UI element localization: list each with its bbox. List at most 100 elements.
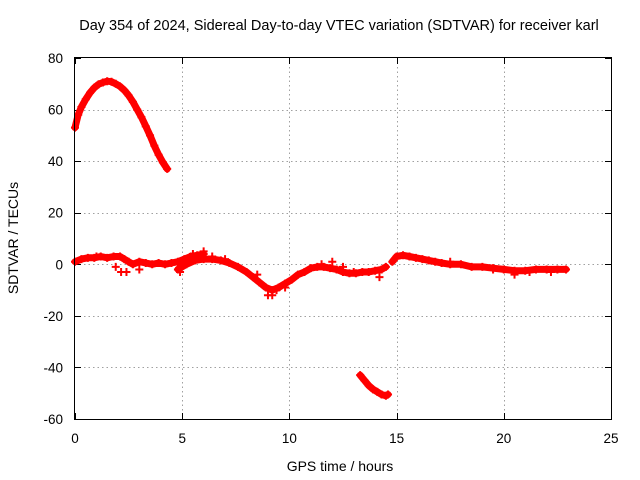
- data-point: [467, 262, 476, 271]
- data-point: [135, 257, 144, 266]
- data-point: [418, 255, 427, 264]
- data-point: [141, 122, 150, 131]
- y-tick-label: 60: [48, 103, 63, 118]
- data-point: [116, 252, 125, 261]
- data-point: [150, 141, 159, 150]
- data-point: [375, 273, 384, 282]
- data-point: [154, 150, 163, 159]
- data-point: [561, 265, 570, 274]
- data-point: [176, 268, 185, 277]
- data-point: [248, 273, 257, 282]
- data-point: [221, 255, 230, 264]
- data-point: [135, 265, 144, 274]
- data-point: [253, 270, 262, 279]
- data-point: [478, 262, 487, 271]
- y-tick-label: -20: [43, 309, 63, 324]
- data-point: [261, 283, 270, 292]
- data-point: [392, 252, 401, 261]
- data-point: [360, 376, 369, 385]
- data-point: [128, 260, 137, 269]
- data-point: [268, 291, 277, 300]
- data-point: [225, 258, 234, 267]
- data-point: [216, 256, 225, 265]
- data-point: [373, 387, 382, 396]
- data-point: [208, 252, 217, 261]
- data-point: [167, 258, 176, 267]
- data-point: [531, 265, 540, 274]
- x-tick-label: 10: [282, 431, 297, 446]
- series-arc-low: [356, 371, 393, 400]
- data-point: [364, 268, 373, 277]
- data-point: [120, 86, 129, 95]
- data-point: [116, 82, 125, 91]
- data-point: [199, 247, 208, 256]
- data-point: [98, 78, 107, 87]
- series-arc-late: [388, 251, 570, 275]
- data-point: [137, 113, 146, 122]
- data-point: [191, 256, 200, 265]
- series-band: [71, 77, 171, 173]
- series-scatter-extra: [92, 247, 555, 300]
- data-point: [300, 268, 309, 277]
- y-tick-label: 20: [48, 206, 63, 221]
- data-point: [489, 265, 498, 274]
- data-point: [525, 268, 534, 277]
- data-point: [103, 253, 112, 262]
- data-point: [542, 265, 551, 274]
- x-tick-label: 25: [603, 431, 618, 446]
- data-point: [371, 266, 380, 275]
- y-tick-label: 80: [48, 51, 63, 66]
- data-point: [364, 381, 373, 390]
- data-point: [411, 253, 420, 262]
- data-point: [281, 283, 290, 292]
- data-point: [510, 270, 519, 279]
- data-point: [306, 264, 315, 273]
- data-point: [161, 260, 170, 269]
- data-point: [242, 268, 251, 277]
- data-point: [369, 385, 378, 394]
- data-point: [293, 270, 302, 279]
- y-tick-label: -40: [43, 360, 63, 375]
- data-point: [148, 260, 157, 269]
- data-point: [74, 110, 83, 119]
- data-point: [546, 268, 555, 277]
- data-point: [332, 265, 341, 274]
- data-point: [456, 260, 465, 269]
- data-point: [124, 257, 133, 266]
- data-point: [384, 390, 393, 399]
- data-point: [77, 255, 86, 264]
- x-axis-label: GPS time / hours: [287, 458, 394, 474]
- chart-title: Day 354 of 2024, Sidereal Day-to-day VTE…: [79, 18, 599, 34]
- data-point: [173, 257, 182, 266]
- x-tick-label: 0: [71, 431, 79, 446]
- data-point: [255, 278, 264, 287]
- data-point: [124, 91, 133, 100]
- data-point: [437, 258, 446, 267]
- data-point: [163, 164, 172, 173]
- data-point: [92, 252, 101, 261]
- data-point: [356, 371, 365, 380]
- x-tick-label: 20: [496, 431, 511, 446]
- plot-frame: [74, 57, 612, 420]
- y-axis-label: SDTVAR / TECUs: [5, 182, 21, 294]
- data-point: [81, 95, 90, 104]
- data-point: [377, 265, 386, 274]
- data-point: [199, 255, 208, 264]
- data-point: [133, 105, 142, 114]
- data-point: [120, 255, 129, 264]
- x-tick-label: 5: [178, 431, 186, 446]
- data-point: [111, 262, 120, 271]
- y-tick-label: 0: [55, 257, 63, 272]
- data-point: [77, 102, 86, 111]
- data-point: [317, 260, 326, 269]
- data-point: [182, 260, 191, 269]
- y-tick-label: 40: [48, 154, 63, 169]
- data-point: [233, 262, 242, 271]
- data-point: [94, 80, 103, 89]
- data-point: [521, 266, 530, 275]
- data-point: [122, 268, 131, 277]
- data-point: [431, 257, 440, 266]
- data-point: [326, 264, 335, 273]
- data-point: [141, 258, 150, 267]
